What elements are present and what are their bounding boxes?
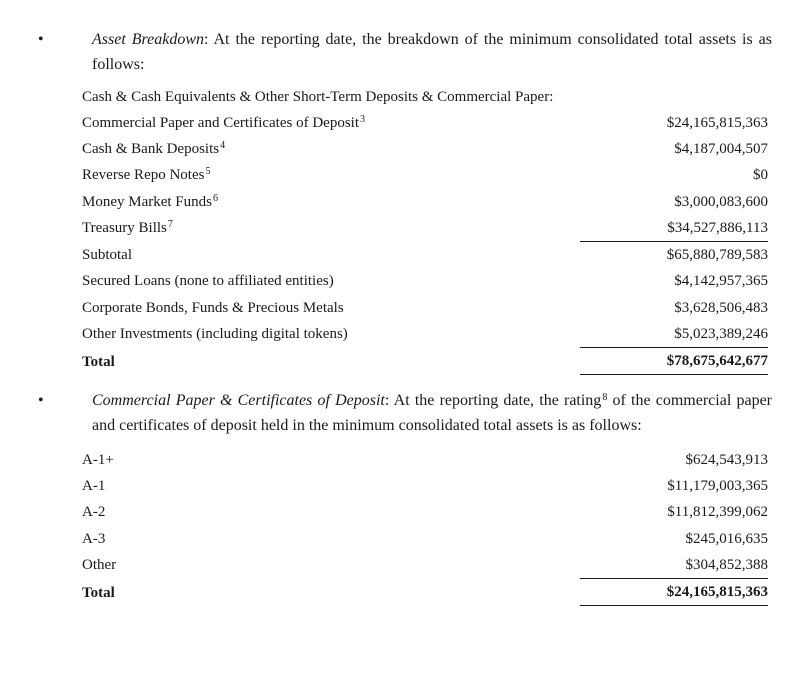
asset-breakdown-table: Cash & Cash Equivalents & Other Short-Te… [82,84,768,376]
table-row: Corporate Bonds, Funds & Precious Metals… [82,295,768,321]
group-header: Cash & Cash Equivalents & Other Short-Te… [82,84,768,110]
row-label: Commercial Paper and Certificates of Dep… [82,115,359,131]
table-row: A-1 $11,179,003,365 [82,473,768,499]
section1-heading: Asset Breakdown [92,31,204,48]
row-label: Secured Loans (none to affiliated entiti… [82,268,580,294]
footnote-ref: 8 [601,392,607,403]
row-label: Corporate Bonds, Funds & Precious Metals [82,295,580,321]
row-label: Other Investments (including digital tok… [82,321,580,348]
row-label: Treasury Bills [82,220,167,236]
row-amount: $24,165,815,363 [580,110,768,136]
section2-intro: Commercial Paper & Certificates of Depos… [92,389,772,439]
table-row: Other $304,852,388 [82,552,768,579]
row-amount: $3,000,083,600 [580,189,768,215]
table-row: Secured Loans (none to affiliated entiti… [82,268,768,294]
table-row: Cash & Bank Deposits4 $4,187,004,507 [82,136,768,162]
row-amount: $5,023,389,246 [580,321,768,348]
bullet-marker: • [28,28,92,53]
row-label: Other [82,552,580,579]
footnote-ref: 4 [219,140,225,151]
row-amount: $4,187,004,507 [580,136,768,162]
section-asset-breakdown: • Asset Breakdown: At the reporting date… [28,28,772,78]
total-label: Total [82,579,580,606]
total-amount: $78,675,642,677 [580,348,768,375]
row-label: Money Market Funds [82,194,212,210]
table-row: A-3 $245,016,635 [82,526,768,552]
row-label: A-1 [82,473,580,499]
row-label: A-3 [82,526,580,552]
row-amount: $11,179,003,365 [580,473,768,499]
total-row: Total $78,675,642,677 [82,348,768,375]
row-label: Reverse Repo Notes [82,167,204,183]
row-amount: $0 [580,162,768,188]
table-row: Reverse Repo Notes5 $0 [82,162,768,188]
row-amount: $4,142,957,365 [580,268,768,294]
table-row: Treasury Bills7 $34,527,886,113 [82,215,768,242]
subtotal-amount: $65,880,789,583 [580,242,768,269]
section2-intro-pre: : At the reporting date, the rating [385,392,601,409]
bullet-marker: • [28,389,92,414]
table-row: Commercial Paper and Certificates of Dep… [82,110,768,136]
subtotal-label: Subtotal [82,242,580,269]
table-row: A-1+ $624,543,913 [82,447,768,473]
row-amount: $624,543,913 [580,447,768,473]
footnote-ref: 3 [359,114,365,125]
total-amount: $24,165,815,363 [580,579,768,606]
table-row: Other Investments (including digital tok… [82,321,768,348]
footnote-ref: 6 [212,193,218,204]
row-label: Cash & Bank Deposits [82,141,219,157]
subtotal-row: Subtotal $65,880,789,583 [82,242,768,269]
section2-heading: Commercial Paper & Certificates of Depos… [92,392,385,409]
row-amount: $245,016,635 [580,526,768,552]
row-amount: $3,628,506,483 [580,295,768,321]
total-row: Total $24,165,815,363 [82,579,768,606]
footnote-ref: 7 [167,219,173,230]
total-label: Total [82,348,580,375]
table-row: A-2 $11,812,399,062 [82,499,768,525]
row-amount: $34,527,886,113 [580,215,768,242]
row-label: A-1+ [82,447,580,473]
section-commercial-paper: • Commercial Paper & Certificates of Dep… [28,389,772,439]
ratings-table: A-1+ $624,543,913 A-1 $11,179,003,365 A-… [82,447,768,607]
row-label: A-2 [82,499,580,525]
row-amount: $304,852,388 [580,552,768,579]
table-row: Money Market Funds6 $3,000,083,600 [82,189,768,215]
group-header-row: Cash & Cash Equivalents & Other Short-Te… [82,84,768,110]
footnote-ref: 5 [204,166,210,177]
section1-intro: Asset Breakdown: At the reporting date, … [92,28,772,78]
row-amount: $11,812,399,062 [580,499,768,525]
